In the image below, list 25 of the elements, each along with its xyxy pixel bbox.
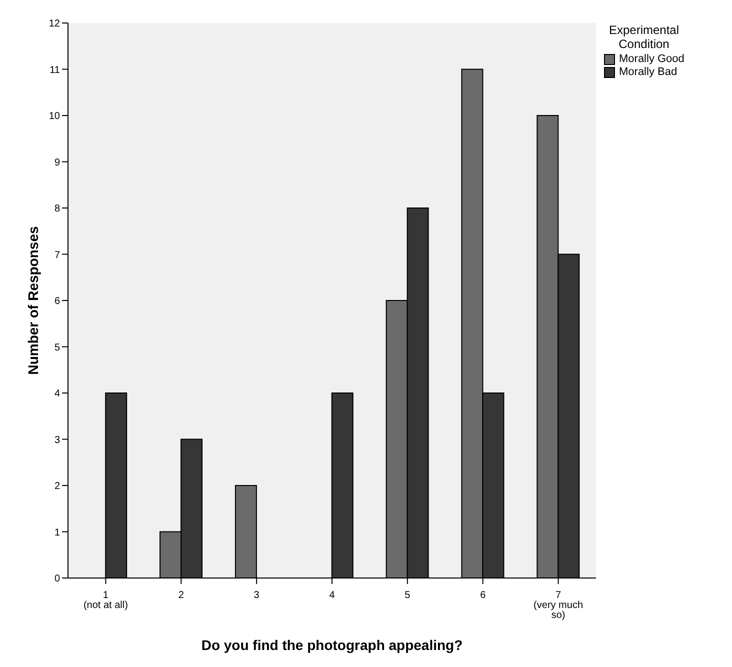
x-tick-label: 7 (very much so)	[534, 590, 584, 621]
y-axis-title: Number of Responses	[24, 226, 41, 375]
y-tick-label: 5	[54, 342, 60, 354]
y-tick-label: 12	[48, 18, 60, 30]
x-tick-label: 2	[178, 590, 184, 601]
x-axis-title: Do you find the photograph appealing?	[201, 637, 463, 653]
x-tick-label: 6	[480, 590, 486, 601]
x-tick-label: 5	[404, 590, 411, 601]
y-tick-label: 4	[54, 388, 60, 400]
legend-label: Morally Bad	[619, 66, 678, 78]
x-tick-label: 1 (not at all)	[83, 590, 128, 611]
y-tick-label: 6	[54, 296, 60, 308]
x-tick-label: 3	[254, 590, 260, 601]
y-tick-label: 0	[54, 574, 60, 585]
x-tick-label: 4	[329, 590, 336, 601]
y-tick-label: 2	[54, 481, 60, 492]
legend-title: Experimental Condition	[608, 23, 680, 51]
y-tick-label: 10	[48, 111, 60, 122]
y-tick-label: 7	[54, 250, 60, 261]
y-tick-label: 8	[54, 204, 60, 215]
legend-label: Morally Good	[619, 53, 684, 65]
y-tick-label: 3	[54, 434, 60, 446]
y-tick-label: 1	[54, 527, 60, 538]
y-tick-label: 11	[50, 64, 60, 76]
y-tick-label: 9	[54, 157, 60, 168]
